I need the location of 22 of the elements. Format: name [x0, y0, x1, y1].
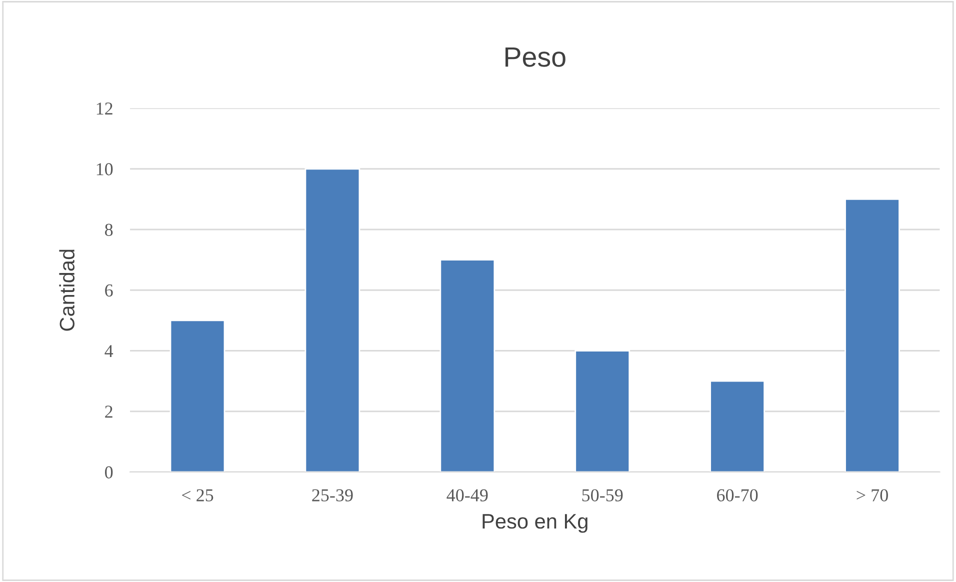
x-tick-label: 50-59 [582, 489, 623, 502]
y-tick-label: 10 [96, 163, 113, 176]
x-tick-label: 40-49 [446, 489, 488, 502]
bar [844, 198, 900, 472]
y-tick-label: 8 [105, 224, 113, 236]
y-tick-label: 4 [104, 345, 114, 358]
bar [170, 320, 226, 472]
y-tick-label: 12 [96, 102, 112, 115]
x-tick-label: > 70 [856, 489, 888, 502]
chart-title: Peso [506, 47, 566, 67]
bar [304, 168, 360, 472]
y-axis-title: Cantidad [59, 250, 75, 331]
x-tick-label: < 25 [182, 489, 214, 502]
y-tick-label: 6 [105, 284, 113, 297]
y-tick-label: 0 [105, 466, 113, 478]
bar [574, 350, 630, 472]
x-tick-label: 25-39 [312, 489, 353, 502]
bar [710, 380, 765, 472]
y-tick-label: 2 [105, 406, 112, 418]
x-axis-title: Peso en Kg [482, 514, 588, 533]
bar [440, 259, 496, 472]
x-tick-label: 60-70 [717, 489, 758, 502]
